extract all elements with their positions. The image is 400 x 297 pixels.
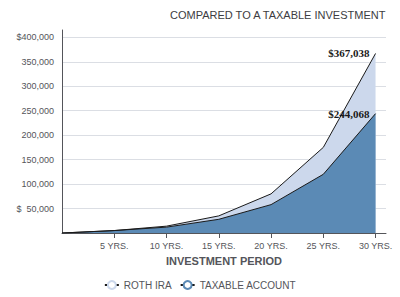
svg-text:30 YRS.: 30 YRS.: [359, 241, 392, 251]
svg-text:150,000: 150,000: [21, 155, 54, 165]
svg-text:$244,068: $244,068: [328, 108, 370, 120]
svg-text:15 YRS.: 15 YRS.: [202, 241, 235, 251]
svg-text:20 YRS.: 20 YRS.: [254, 241, 287, 251]
svg-text:350,000: 350,000: [21, 57, 54, 67]
svg-text:25 YRS.: 25 YRS.: [307, 241, 340, 251]
svg-text:300,000: 300,000: [21, 81, 54, 91]
svg-text:200,000: 200,000: [21, 130, 54, 140]
svg-text:100,000: 100,000: [21, 179, 54, 189]
svg-text:TAXABLE ACCOUNT: TAXABLE ACCOUNT: [200, 280, 296, 291]
svg-text:5 YRS.: 5 YRS.: [100, 241, 128, 251]
svg-text:INVESTMENT PERIOD: INVESTMENT PERIOD: [166, 255, 282, 267]
svg-text:ROTH IRA: ROTH IRA: [124, 280, 172, 291]
svg-text:10 YRS.: 10 YRS.: [150, 241, 183, 251]
svg-text:COMPARED TO A TAXABLE INVESTME: COMPARED TO A TAXABLE INVESTMENT: [170, 9, 386, 21]
svg-text:250,000: 250,000: [21, 106, 54, 116]
svg-text:$ 50,000: $ 50,000: [16, 204, 54, 214]
svg-text:$400,000: $400,000: [16, 32, 54, 42]
svg-text:$367,038: $367,038: [328, 47, 370, 59]
